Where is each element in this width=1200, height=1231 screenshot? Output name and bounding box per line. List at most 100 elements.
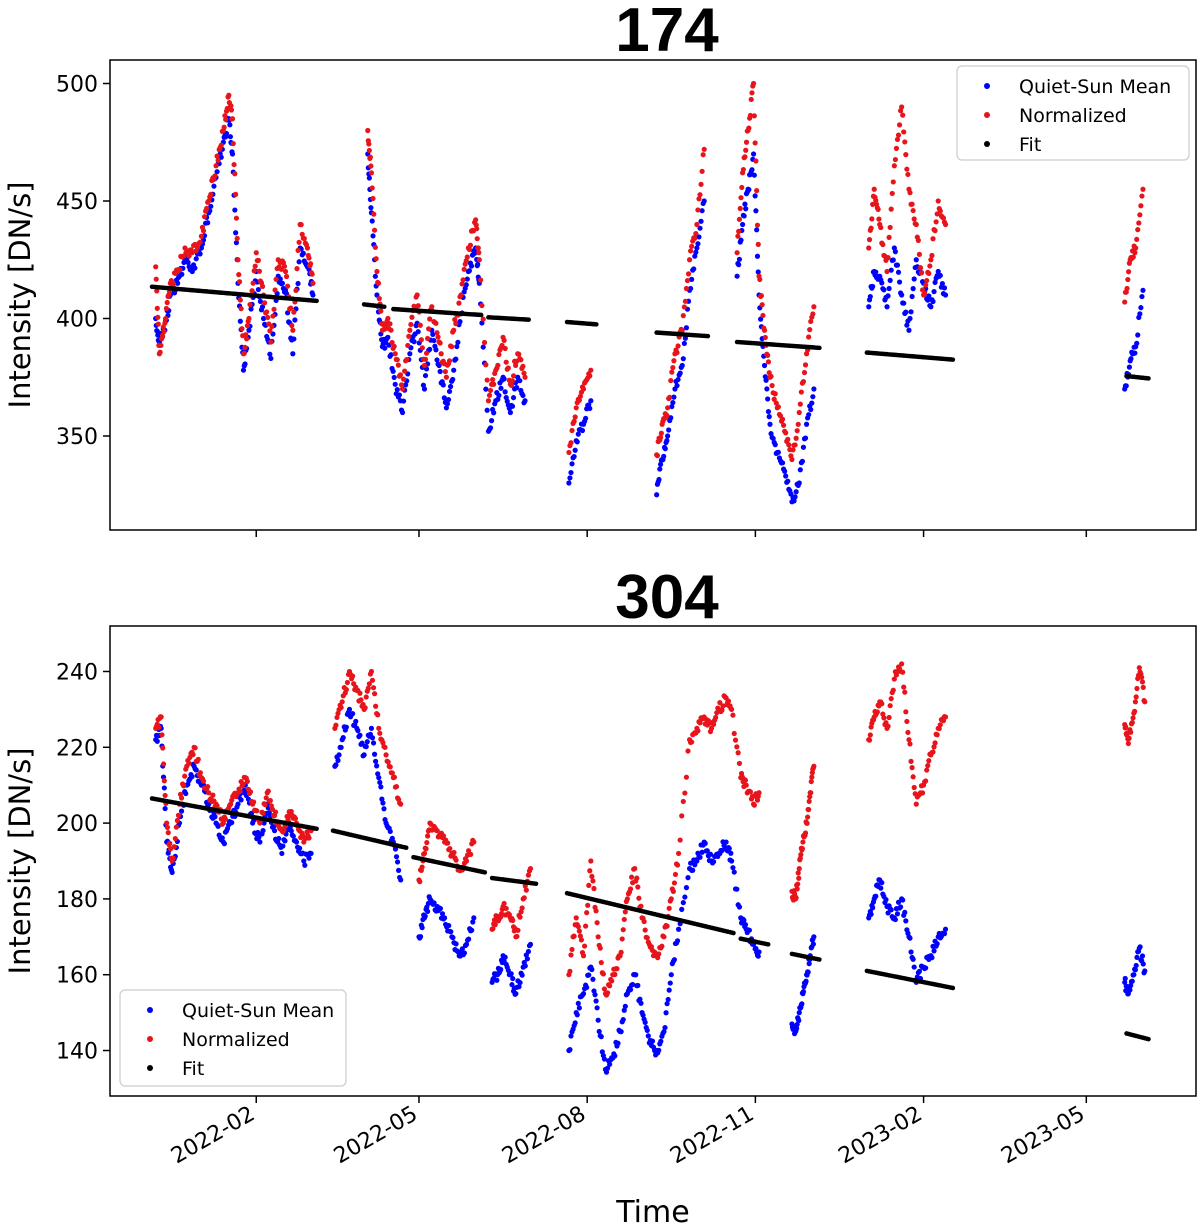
data-point: [780, 422, 787, 428]
data-point: [1134, 954, 1140, 960]
data-point: [932, 279, 938, 286]
data-point: [357, 732, 363, 738]
data-point: [806, 798, 812, 804]
data-point: [883, 897, 889, 903]
data-point: [398, 877, 404, 883]
data-point: [292, 815, 299, 822]
data-point: [661, 934, 667, 940]
data-point: [233, 240, 240, 246]
data-point: [904, 166, 910, 172]
data-point: [870, 905, 876, 911]
data-point: [642, 927, 648, 933]
data-point: [798, 851, 804, 858]
data-point: [498, 966, 504, 973]
data-point: [206, 198, 212, 204]
data-point: [333, 762, 339, 768]
data-point: [756, 790, 762, 796]
data-point: [662, 446, 668, 452]
data-point: [154, 305, 160, 311]
data-point: [375, 280, 382, 286]
legend: Quiet-Sun Mean Normalized Fit: [956, 65, 1190, 161]
data-point: [573, 405, 579, 411]
data-point: [1142, 968, 1148, 974]
fit-point: [817, 345, 822, 351]
data-point: [589, 873, 595, 880]
data-point: [523, 887, 529, 893]
data-point: [887, 703, 893, 709]
data-point: [285, 283, 291, 289]
data-point: [593, 998, 599, 1004]
data-point: [366, 681, 372, 687]
data-point: [659, 943, 665, 949]
data-point: [1139, 679, 1146, 685]
data-point: [932, 740, 938, 746]
data-point: [164, 820, 170, 826]
data-point: [374, 268, 380, 275]
data-point: [866, 304, 872, 310]
data-point: [377, 779, 383, 786]
data-point: [620, 927, 626, 933]
data-point: [681, 340, 687, 347]
data-point: [810, 394, 816, 400]
data-point: [170, 280, 177, 287]
data-point: [235, 801, 241, 807]
data-point: [162, 805, 168, 812]
data-point: [662, 1024, 668, 1031]
data-point: [674, 862, 681, 868]
data-point: [501, 376, 507, 382]
data-point: [252, 263, 258, 269]
data-point: [683, 774, 690, 780]
data-point: [791, 498, 797, 504]
data-point: [161, 778, 167, 784]
data-point: [368, 163, 374, 169]
data-point: [808, 778, 814, 785]
data-point: [810, 941, 816, 947]
data-point: [366, 147, 372, 154]
data-point: [618, 949, 624, 955]
fit-point: [403, 845, 409, 851]
data-point: [719, 707, 725, 713]
data-point: [590, 976, 596, 982]
data-point: [417, 879, 423, 885]
data-point: [934, 941, 940, 947]
data-point: [371, 691, 378, 697]
data-point: [700, 152, 706, 158]
data-point: [766, 414, 772, 420]
data-point: [237, 318, 243, 324]
plot-frame: [109, 625, 1197, 1097]
data-point: [571, 453, 577, 460]
data-point: [902, 139, 908, 145]
data-point: [769, 382, 775, 389]
fit-point: [705, 333, 711, 339]
data-point: [796, 1010, 802, 1016]
data-point: [918, 270, 925, 276]
data-point: [658, 1038, 664, 1044]
data-point: [424, 335, 431, 342]
data-point: [873, 893, 879, 899]
data-point: [743, 139, 750, 145]
data-point: [251, 268, 257, 274]
data-point: [400, 398, 407, 404]
data-point: [622, 909, 628, 915]
data-point: [250, 280, 256, 286]
data-point: [761, 362, 768, 369]
data-point: [453, 321, 459, 327]
data-point: [909, 293, 915, 300]
data-point: [580, 991, 587, 997]
data-point: [937, 722, 943, 728]
data-point: [786, 442, 792, 448]
data-point: [800, 989, 807, 995]
data-point: [923, 965, 929, 971]
data-point: [698, 181, 704, 187]
data-point: [896, 279, 903, 285]
data-point: [238, 797, 244, 803]
data-point: [407, 351, 413, 357]
data-point: [567, 475, 573, 481]
data-point: [675, 376, 681, 383]
data-point: [750, 151, 757, 157]
data-point: [370, 685, 377, 691]
data-point: [403, 382, 409, 388]
data-point: [671, 394, 677, 400]
data-point: [389, 770, 395, 776]
